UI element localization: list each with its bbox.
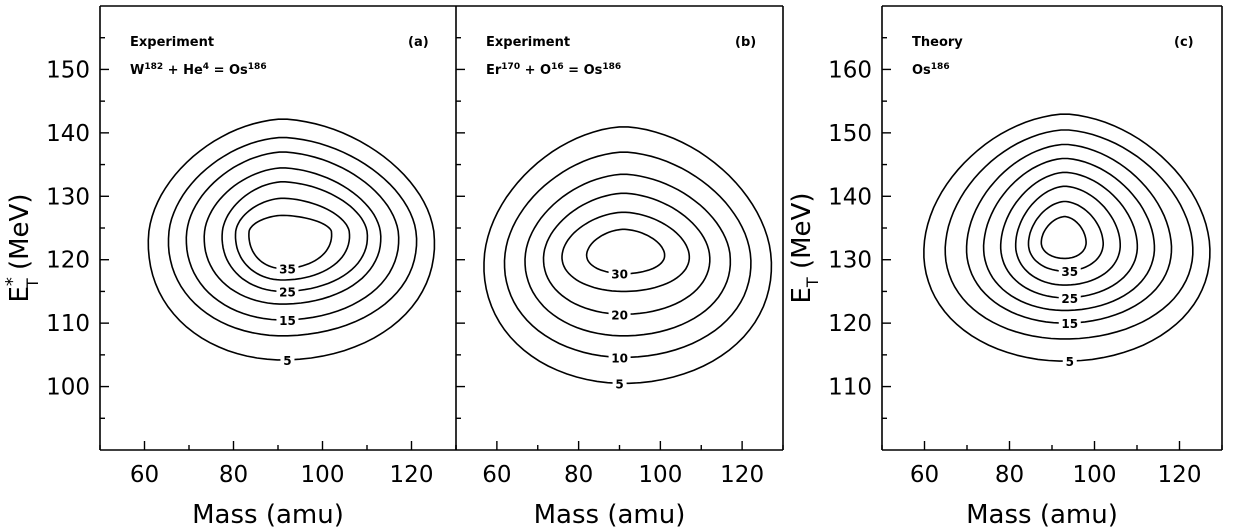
x-tick-label: 120 [1158, 462, 1202, 488]
y-tick-label: 120 [828, 311, 872, 337]
contour-line [923, 113, 1211, 362]
contour-line [167, 136, 418, 337]
contour-label-bg [612, 375, 627, 391]
contour-label: 25 [279, 285, 296, 299]
x-tick-label: 80 [995, 462, 1024, 488]
y-tick-label: 140 [46, 121, 90, 147]
panel-title: Experiment [130, 35, 214, 50]
contour-line [982, 157, 1156, 312]
x-tick-label: 120 [720, 462, 764, 488]
panel-a: 60 80 100 120 100 110 120 130 140 150 Mass (amu) E*… [2, 5, 457, 530]
panel-reaction: W182 + He4 = Os186 [130, 62, 267, 78]
contour-label: 5 [615, 377, 623, 391]
contour-line [999, 171, 1139, 299]
contour-label: 20 [611, 308, 628, 322]
x-tick-label: 60 [130, 462, 159, 488]
contour-line [203, 167, 382, 305]
y-tick-label: 150 [46, 57, 90, 83]
x-axis-title: Mass (amu) [192, 500, 344, 530]
x-tick-label: 60 [482, 462, 511, 488]
contour-label-bg [608, 265, 631, 281]
contour-line [1040, 215, 1087, 260]
contour-line [965, 143, 1173, 324]
contour-line [944, 129, 1194, 340]
contour-line [561, 211, 691, 293]
x-tick-label: 100 [638, 462, 682, 488]
x-tick-label: 80 [564, 462, 593, 488]
contour-label: 35 [1061, 265, 1078, 279]
panel-label: (c) [1174, 35, 1194, 50]
contour-line [221, 181, 369, 293]
y-tick-label: 100 [46, 375, 90, 401]
contour-label-bg [280, 351, 295, 367]
panel-reaction: Er170 + O16 = Os186 [486, 62, 621, 78]
contour-label: 35 [279, 263, 296, 277]
x-tick-label: 120 [390, 462, 434, 488]
x-tick-label: 60 [910, 462, 939, 488]
contour-label: 25 [1061, 292, 1078, 306]
contour-label-bg [276, 260, 299, 276]
contour-label: 5 [1066, 355, 1074, 369]
contour-line [542, 192, 711, 315]
contour-label: 5 [283, 354, 291, 368]
contour-line [234, 197, 351, 281]
contour-line [248, 214, 333, 270]
contour-label-bg [608, 306, 631, 322]
contour-label-bg [1058, 315, 1081, 331]
panel-b: 60 80 100 120 Mass (amu) Experiment (b) Er170 +… [455, 5, 784, 530]
contour-label: 30 [611, 268, 628, 282]
contour-line [1014, 185, 1121, 286]
y-tick-label: 120 [46, 248, 90, 274]
contour-label: 15 [279, 314, 296, 328]
y-tick-label: 130 [828, 248, 872, 274]
contour-label-bg [608, 349, 631, 365]
contour-label: 15 [1061, 317, 1078, 331]
contour-line [1027, 200, 1104, 272]
contour-line [524, 173, 732, 337]
y-tick-label: 130 [46, 184, 90, 210]
contour-label-bg [1058, 263, 1081, 279]
x-axis-title: Mass (amu) [966, 500, 1118, 530]
contour-line [483, 126, 773, 385]
contour-label-bg [276, 283, 299, 299]
panel-label: (a) [408, 35, 429, 50]
x-tick-label: 100 [301, 462, 345, 488]
y-tick-label: 110 [46, 311, 90, 337]
contour-line [185, 151, 400, 321]
contour-line [503, 151, 752, 359]
contour-label-bg [276, 311, 299, 327]
panel-c: 60 80 100 120 110 120 130 140 150 160 Mass (amu) ET… [787, 5, 1223, 530]
contour-line [585, 228, 666, 275]
y-tick-label: 160 [828, 57, 872, 83]
y-axis-title: E*T (MeV) [2, 194, 42, 303]
contour-label: 10 [611, 351, 628, 365]
panel-reaction: Os186 [912, 62, 950, 78]
panel-label: (b) [735, 35, 756, 50]
panel-title: Theory [912, 35, 963, 50]
x-tick-label: 100 [1073, 462, 1117, 488]
x-axis-title: Mass (amu) [534, 500, 686, 530]
contour-label-bg [1062, 353, 1077, 369]
contour-label-bg [1058, 289, 1081, 305]
x-tick-label: 80 [219, 462, 248, 488]
y-tick-label: 110 [828, 375, 872, 401]
y-tick-label: 150 [828, 121, 872, 147]
contour-line [147, 118, 436, 361]
y-axis-title: ET (MeV) [787, 193, 822, 304]
panel-title: Experiment [486, 35, 570, 50]
y-tick-label: 140 [828, 184, 872, 210]
